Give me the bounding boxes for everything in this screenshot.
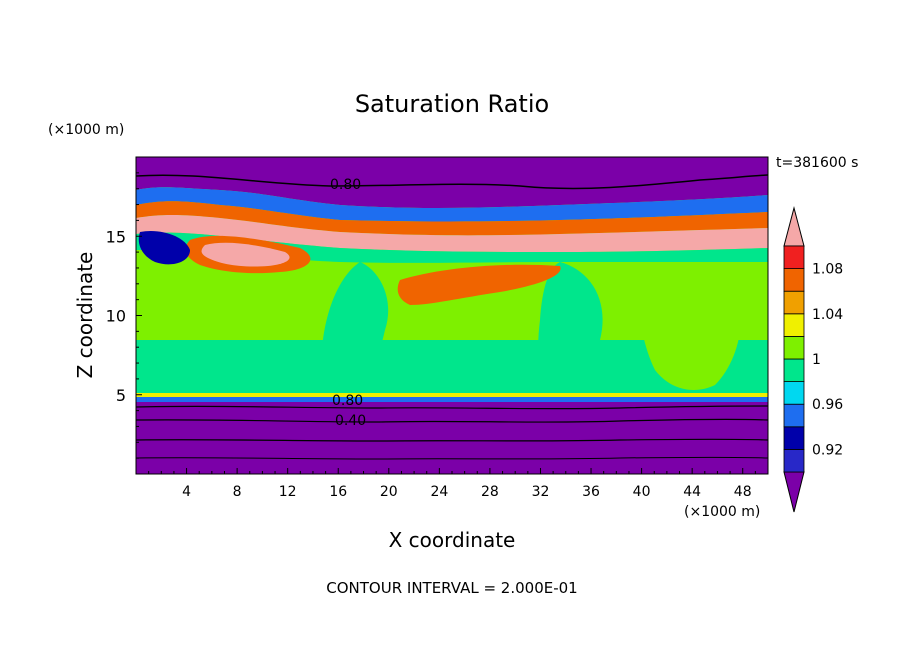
colorbar-swatch (783, 245, 805, 270)
colorbar-swatch (783, 358, 805, 383)
colorbar-bottom-extension (783, 471, 805, 513)
x-tick-label: 12 (279, 484, 297, 500)
x-unit-label: (×1000 m) (684, 504, 760, 520)
x-tick-label: 16 (329, 484, 347, 500)
y-tick-label: 5 (116, 386, 126, 405)
colorbar-swatch (783, 426, 805, 450)
colorbar-top-extension (783, 206, 805, 247)
colorbar-tick-label: 0.96 (812, 397, 843, 413)
x-tick-label: 44 (683, 484, 701, 500)
x-tick-label: 28 (481, 484, 499, 500)
y-unit-label: (×1000 m) (48, 122, 124, 138)
x-tick-label: 32 (532, 484, 550, 500)
colorbar-swatch (783, 403, 805, 428)
colorbar-tick-label: 1.08 (812, 262, 843, 278)
x-axis-label: X coordinate (389, 528, 516, 552)
x-tick-label: 4 (182, 484, 191, 500)
x-tick-label: 20 (380, 484, 398, 500)
chart-title: Saturation Ratio (355, 90, 549, 118)
colorbar: 0.92 0.96 1 1.04 1.08 (783, 206, 843, 513)
y-axis-label: Z coordinate (73, 252, 97, 379)
contour-label-low: 0.40 (335, 413, 366, 429)
colorbar-swatch (783, 381, 805, 405)
footer-contour-interval: CONTOUR INTERVAL = 2.000E-01 (326, 579, 577, 597)
x-tick-label: 24 (430, 484, 448, 500)
time-label: t=381600 s (776, 155, 858, 171)
colorbar-swatch (783, 268, 805, 292)
y-tick-label: 10 (106, 307, 126, 326)
x-axis: 4 8 12 16 20 24 28 32 36 40 44 48 (148, 468, 756, 500)
colorbar-tick-label: 1 (812, 352, 821, 368)
y-axis: 5 10 15 (106, 172, 142, 459)
y-tick-label: 15 (106, 227, 126, 246)
contour-label-top: 0.80 (330, 177, 361, 193)
x-tick-label: 40 (633, 484, 651, 500)
contour-label-mid: 0.80 (332, 393, 363, 409)
colorbar-swatch (783, 290, 805, 315)
plot-field (136, 157, 768, 474)
colorbar-swatch (783, 448, 805, 473)
colorbar-tick-label: 1.04 (812, 307, 843, 323)
x-tick-label: 36 (582, 484, 600, 500)
colorbar-swatch (783, 335, 805, 360)
colorbar-swatch (783, 313, 805, 337)
x-tick-label: 48 (734, 484, 752, 500)
x-tick-label: 8 (233, 484, 242, 500)
colorbar-tick-label: 0.92 (812, 442, 843, 458)
